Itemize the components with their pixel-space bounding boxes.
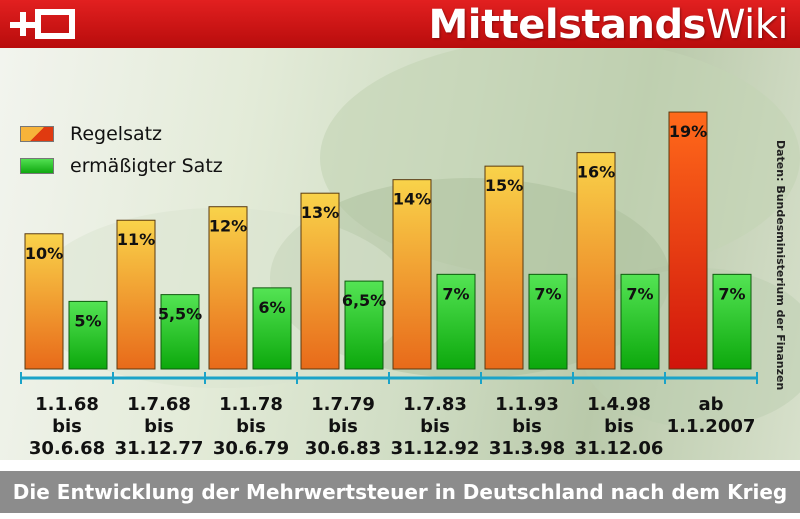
legend-swatch-ermaessigt	[20, 158, 54, 174]
x-tick-label-6-0: 1.4.98	[587, 394, 651, 415]
plot-area: 10% 5% 11% 5,5% 12% 6% 13% 6,5% 14% 7% 15% 7% 16% 7% 1…	[0, 48, 800, 460]
legend-label-ermaessigt: ermäßigter Satz	[70, 155, 223, 177]
data-label-ermaessigt-0: 5%	[74, 311, 101, 330]
x-tick-label-6-2: 31.12.06	[575, 438, 664, 459]
source-note: Daten: Bundesministerium der Finanzen	[774, 140, 787, 391]
x-tick-label-1-2: 31.12.77	[115, 438, 204, 459]
x-tick-label-0-1: bis	[52, 416, 82, 437]
x-tick-label-7-0: ab	[698, 394, 723, 415]
x-tick-label-4-0: 1.7.83	[403, 394, 467, 415]
x-tick-label-6-1: bis	[604, 416, 634, 437]
header-bar: MittelstandsWiki	[0, 0, 800, 48]
brand-logo-icon	[10, 9, 75, 39]
bar-regelsatz-1	[116, 219, 156, 370]
bar-regelsatz-7	[668, 111, 708, 370]
x-tick-label-1-0: 1.7.68	[127, 394, 191, 415]
x-tick-label-3-1: bis	[328, 416, 358, 437]
bar-ermaessigt-2	[252, 287, 292, 370]
data-label-ermaessigt-1: 5,5%	[158, 305, 202, 324]
bar-regelsatz-3	[300, 192, 340, 370]
bar-ermaessigt-4	[436, 273, 476, 370]
bar-ermaessigt-6	[620, 273, 660, 370]
data-label-regelsatz-4: 14%	[393, 190, 431, 209]
x-tick-label-5-0: 1.1.93	[495, 394, 559, 415]
x-tick-label-4-2: 31.12.92	[391, 438, 480, 459]
legend-item-ermaessigt: ermäßigter Satz	[20, 152, 223, 180]
brand-name: MittelstandsWiki	[429, 2, 789, 48]
bar-regelsatz-0	[24, 233, 64, 370]
caption: Die Entwicklung der Mehrwertsteuer in De…	[0, 471, 800, 513]
data-label-ermaessigt-7: 7%	[718, 284, 745, 303]
legend-item-regelsatz: Regelsatz	[20, 120, 223, 148]
x-tick-label-2-2: 30.6.79	[213, 438, 289, 459]
legend: Regelsatz ermäßigter Satz	[20, 120, 223, 184]
x-tick-label-1-1: bis	[144, 416, 174, 437]
x-tick-label-2-1: bis	[236, 416, 266, 437]
bar-regelsatz-6	[576, 152, 616, 370]
data-label-regelsatz-7: 19%	[669, 122, 707, 141]
x-tick-label-5-1: bis	[512, 416, 542, 437]
x-tick-label-7-1: 1.1.2007	[667, 416, 756, 437]
brand-name-light: Wiki	[705, 2, 789, 48]
x-tick-label-0-0: 1.1.68	[35, 394, 99, 415]
x-tick-label-3-0: 1.7.79	[311, 394, 375, 415]
bar-regelsatz-4	[392, 179, 432, 370]
data-label-regelsatz-1: 11%	[117, 230, 155, 249]
bar-ermaessigt-5	[528, 273, 568, 370]
data-label-ermaessigt-6: 7%	[626, 284, 653, 303]
bar-ermaessigt-0	[68, 300, 108, 370]
bar-ermaessigt-1	[160, 294, 200, 370]
bar-ermaessigt-3	[344, 280, 384, 370]
bar-ermaessigt-7	[712, 273, 752, 370]
x-tick-label-2-0: 1.1.78	[219, 394, 283, 415]
data-label-ermaessigt-4: 7%	[442, 284, 469, 303]
legend-swatch-regelsatz	[20, 126, 54, 142]
data-label-ermaessigt-2: 6%	[258, 298, 285, 317]
data-label-ermaessigt-5: 7%	[534, 284, 561, 303]
data-label-regelsatz-3: 13%	[301, 203, 339, 222]
x-tick-label-5-2: 31.3.98	[489, 438, 565, 459]
data-label-regelsatz-0: 10%	[25, 244, 63, 263]
x-tick-label-0-2: 30.6.68	[29, 438, 105, 459]
bar-regelsatz-2	[208, 206, 248, 370]
legend-label-regelsatz: Regelsatz	[70, 123, 163, 145]
x-tick-label-3-2: 30.6.83	[305, 438, 381, 459]
data-label-ermaessigt-3: 6,5%	[342, 291, 386, 310]
bar-regelsatz-5	[484, 165, 524, 370]
data-label-regelsatz-5: 15%	[485, 176, 523, 195]
data-label-regelsatz-2: 12%	[209, 217, 247, 236]
x-tick-label-4-1: bis	[420, 416, 450, 437]
brand-name-bold: Mittelstands	[428, 2, 707, 48]
data-label-regelsatz-6: 16%	[577, 163, 615, 182]
chart-canvas: 10% 5% 11% 5,5% 12% 6% 13% 6,5% 14% 7% 15% 7% 16% 7% 1…	[20, 111, 758, 459]
